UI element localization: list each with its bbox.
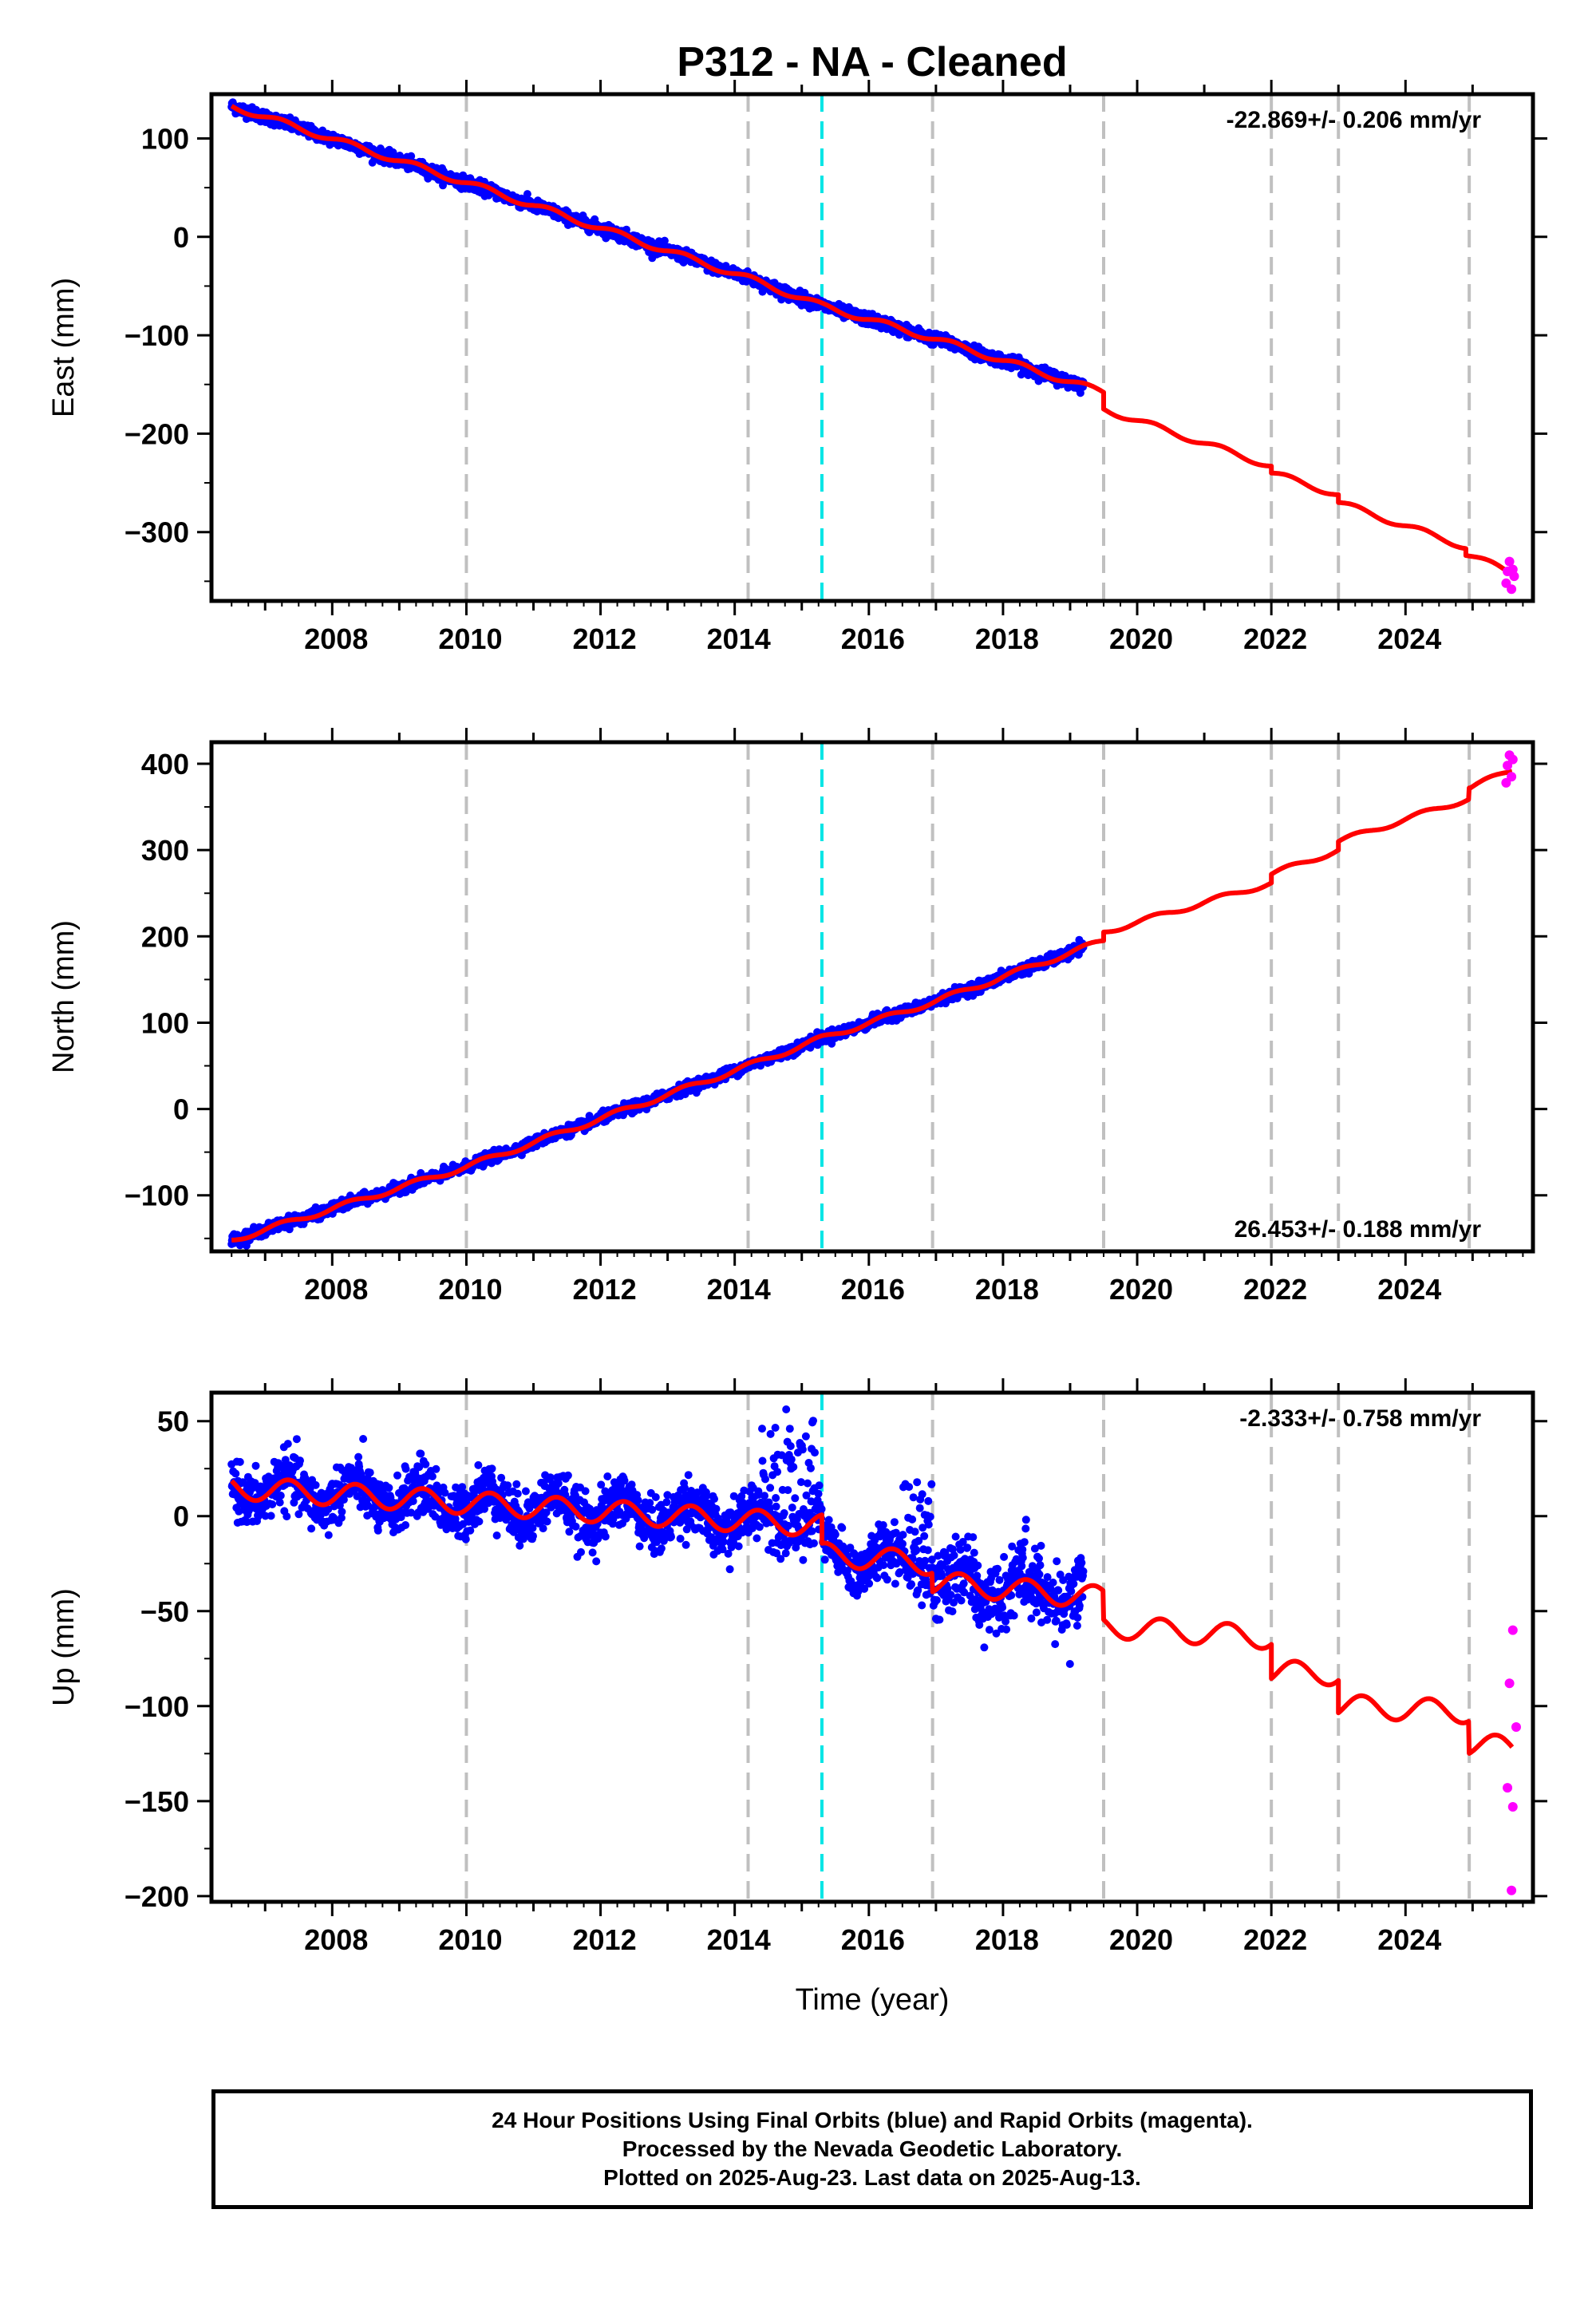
final-orbit-point (311, 1480, 320, 1489)
final-orbit-point (523, 190, 531, 199)
final-orbit-point (324, 1531, 333, 1539)
rapid-orbit-point (1507, 584, 1517, 595)
x-tick-label: 2012 (573, 1273, 637, 1306)
y-tick-label: 100 (141, 122, 189, 155)
y-tick-label: 100 (141, 1006, 189, 1039)
final-orbits-points (227, 1405, 1088, 1668)
final-orbit-point (231, 1469, 240, 1478)
panel-north: 400 300 200 100 0 −100 2008 2010 2012 2014 2016 201… (47, 728, 1547, 1306)
rapid-orbit-point (1501, 777, 1511, 788)
rapid-orbits-points (1501, 750, 1518, 788)
x-tick-label: 2016 (841, 622, 905, 655)
final-orbit-point (407, 152, 416, 160)
final-orbit-point (385, 1484, 393, 1492)
y-tick-label: 300 (141, 834, 189, 867)
final-orbits-points (227, 935, 1088, 1250)
final-orbit-point (296, 1456, 304, 1465)
x-tick-label: 2012 (573, 622, 637, 655)
y-axis-label: North (mm) (47, 920, 81, 1073)
y-tick-label: 0 (173, 221, 189, 254)
final-orbit-point (359, 1435, 368, 1443)
y-tick-label: 0 (173, 1093, 189, 1126)
x-tick-label: 2020 (1109, 1273, 1173, 1306)
x-tick-label: 2016 (841, 1273, 905, 1306)
y-tick-label: −100 (124, 319, 189, 352)
x-tick-label: 2018 (975, 622, 1039, 655)
x-tick-label: 2022 (1243, 1273, 1307, 1306)
x-tick-label: 2020 (1109, 622, 1173, 655)
final-orbit-point (235, 1457, 244, 1466)
final-orbit-point (275, 1498, 284, 1507)
final-orbit-point (283, 1440, 292, 1448)
final-orbit-point (276, 1492, 285, 1500)
y-tick-label: 400 (141, 748, 189, 781)
x-tick-label: 2024 (1377, 1273, 1441, 1306)
x-tick-label: 2008 (304, 622, 368, 655)
panel-east: 100 0 −100 −200 −300 2008 2010 2012 2014 2016 2018… (47, 80, 1547, 655)
y-axis-label: East (mm) (47, 278, 81, 417)
panels-container: 100 0 −100 −200 −300 2008 2010 2012 2014 2016 2018… (47, 80, 1547, 1956)
x-tick-label: 2018 (975, 1273, 1039, 1306)
final-orbit-point (251, 1461, 260, 1470)
rapid-orbit-point (1503, 567, 1513, 577)
x-tick-label: 2024 (1377, 622, 1441, 655)
final-orbit-point (365, 1468, 374, 1477)
final-orbit-point (307, 1524, 316, 1533)
x-tick-label: 2010 (438, 1273, 502, 1306)
rapid-orbits-points (1501, 556, 1519, 595)
x-tick-label: 2010 (438, 622, 502, 655)
final-orbit-point (282, 1512, 291, 1521)
rate-text: 26.453+/- 0.188 mm/yr (1235, 1216, 1482, 1243)
final-orbit-point (338, 1508, 346, 1516)
x-tick-label: 2014 (707, 622, 771, 655)
final-orbit-point (292, 1435, 301, 1444)
y-tick-label: 200 (141, 920, 189, 953)
final-orbit-point (267, 1512, 275, 1520)
x-tick-label: 2008 (304, 1273, 368, 1306)
rate-text: -22.869+/- 0.206 mm/yr (1227, 107, 1482, 133)
x-tick-label: 2022 (1243, 622, 1307, 655)
model-line (230, 769, 1514, 1243)
x-tick-label: 2014 (707, 1273, 771, 1306)
figure-title: P312 - NA - Cleaned (677, 39, 1067, 85)
final-orbit-point (354, 1452, 363, 1461)
final-orbit-point (373, 1526, 382, 1535)
y-tick-label: −300 (124, 516, 189, 549)
rapid-orbit-point (1503, 761, 1513, 771)
y-tick-label: −100 (124, 1180, 189, 1212)
final-orbit-point (268, 1500, 277, 1508)
y-tick-label: −200 (124, 417, 189, 450)
